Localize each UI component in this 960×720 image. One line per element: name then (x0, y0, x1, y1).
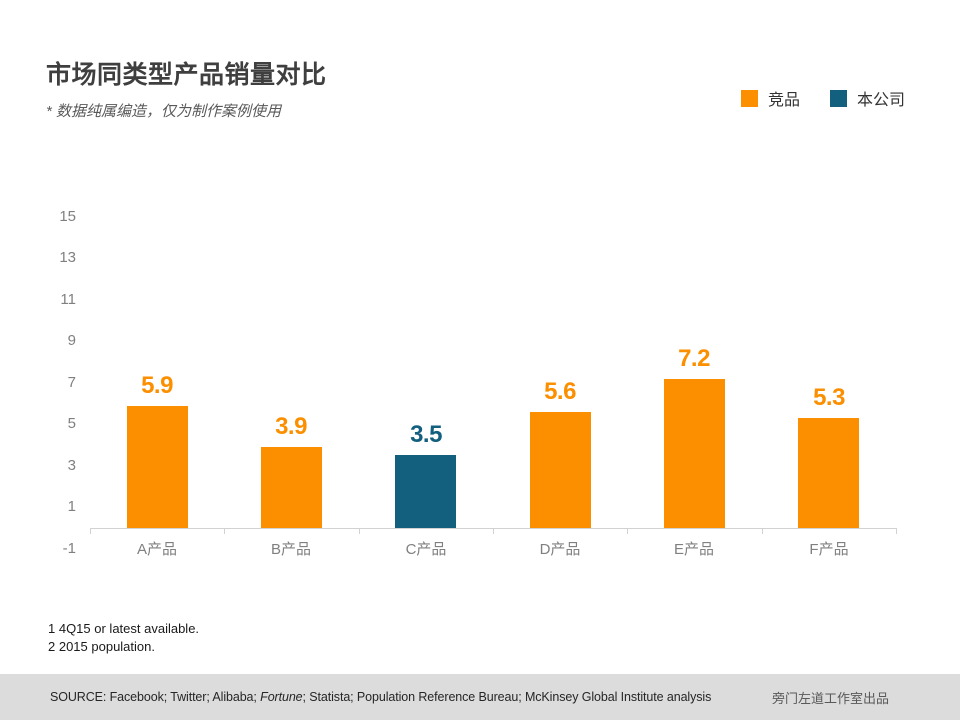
legend-swatch-orange-icon (740, 89, 758, 107)
y-axis-tick-label: 1 (67, 498, 76, 516)
category-label: D产品 (539, 541, 581, 558)
y-axis-tick-label: 7 (67, 373, 76, 391)
category-label: B产品 (270, 541, 311, 558)
bar-B产品 (261, 447, 322, 528)
chart-legend: 竞品 本公司 (740, 86, 905, 110)
category-label: E产品 (673, 541, 714, 558)
legend-item-our-company: 本公司 (829, 86, 905, 110)
x-axis-tick (90, 528, 91, 534)
bar-value-label: 5.9 (141, 371, 173, 399)
bar-E产品 (664, 378, 725, 528)
legend-item-competitor: 竞品 (740, 86, 800, 110)
footnote-line: 1 4Q15 or latest available. (48, 621, 200, 636)
bar-value-label: 3.5 (410, 421, 442, 449)
footnote-line: 2 2015 population. (48, 639, 155, 654)
bar-D产品 (530, 411, 591, 528)
bar-value-label: 7.2 (678, 344, 710, 372)
credit-text: 旁门左道工作室出品 (771, 690, 889, 706)
x-axis-tick (762, 528, 763, 534)
footer-bar: SOURCE: Facebook; Twitter; Alibaba; Fort… (0, 674, 960, 720)
y-axis-tick-label: 9 (67, 332, 76, 350)
y-axis-tick-label: 11 (60, 290, 76, 308)
category-label: A产品 (136, 541, 177, 558)
bar-value-label: 5.3 (813, 384, 845, 412)
source-text: SOURCE: Facebook; Twitter; Alibaba; Fort… (50, 690, 711, 704)
source-segment: SOURCE: Facebook; Twitter; Alibaba; (50, 690, 261, 704)
x-axis-tick (359, 528, 360, 534)
bar-A产品 (127, 405, 188, 528)
bar-value-label: 5.6 (544, 377, 576, 405)
page-subtitle: * 数据纯属编造，仅为制作案例使用 (46, 103, 282, 120)
page-title: 市场同类型产品销量对比 (46, 61, 327, 89)
category-label: C产品 (405, 541, 447, 558)
legend-label: 本公司 (856, 92, 905, 109)
x-axis-tick (627, 528, 628, 534)
x-axis-tick (493, 528, 494, 534)
x-axis-tick (896, 528, 897, 534)
bar-C产品 (395, 455, 456, 528)
source-segment: ; Statista; Population Reference Bureau;… (302, 690, 712, 704)
y-axis-tick-label: 3 (67, 456, 76, 474)
category-label: F产品 (809, 541, 849, 558)
x-axis-tick (224, 528, 225, 534)
y-axis-tick-label: -1 (62, 539, 76, 557)
legend-label: 竞品 (767, 92, 800, 109)
bar-value-label: 3.9 (275, 413, 307, 441)
y-axis-tick-label: 15 (59, 207, 76, 225)
legend-swatch-blue-icon (829, 89, 847, 107)
bar-F产品 (798, 418, 859, 528)
y-axis-tick-label: 5 (67, 415, 76, 433)
source-segment: Fortune (260, 690, 303, 704)
footnotes: 1 4Q15 or latest available. 2 2015 popul… (48, 620, 199, 656)
y-axis-tick-label: 13 (59, 249, 76, 267)
